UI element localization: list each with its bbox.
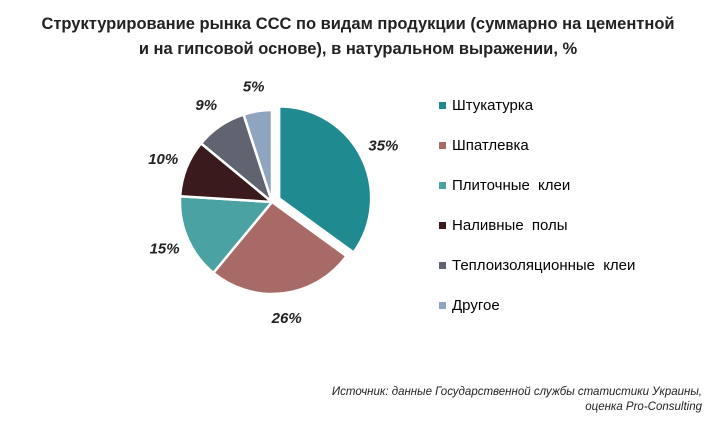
legend-swatch-shtukaturka bbox=[439, 101, 446, 109]
legend-item-shtukaturka: Штукатурка bbox=[439, 96, 635, 136]
pie-slice-shtukaturka bbox=[277, 105, 373, 254]
legend-item-other: Другое bbox=[439, 296, 635, 336]
data-label-self-leveling-floors: 10% bbox=[148, 151, 178, 168]
source-note: Источник: данные Государственной службы … bbox=[332, 385, 702, 415]
legend-label-shtukaturka: Штукатурка bbox=[452, 97, 534, 114]
legend-swatch-self-leveling-floors bbox=[439, 221, 446, 229]
legend-item-shpatlevka: Шпатлевка bbox=[439, 136, 635, 176]
legend-label-insulation-adhesive: Теплоизоляционные клеи bbox=[452, 257, 636, 274]
legend-label-tile-adhesive: Плиточные клеи bbox=[452, 177, 571, 194]
data-label-insulation-adhesive: 9% bbox=[195, 97, 217, 114]
legend-item-self-leveling-floors: Наливные полы bbox=[439, 216, 635, 256]
pie-slice-other bbox=[242, 108, 274, 204]
legend-swatch-insulation-adhesive bbox=[439, 261, 446, 269]
legend-label-other: Другое bbox=[452, 297, 500, 314]
legend-item-insulation-adhesive: Теплоизоляционные клеи bbox=[439, 256, 635, 296]
legend-swatch-shpatlevka bbox=[439, 141, 446, 149]
chart-title-line-2: и на гипсовой основе), в натуральном выр… bbox=[138, 40, 578, 58]
legend: Штукатурка Шпатлевка Плиточные клеи Нали… bbox=[439, 96, 635, 336]
data-label-other: 5% bbox=[243, 78, 265, 95]
source-line-2: оценка Pro-Consulting bbox=[585, 401, 702, 413]
legend-item-tile-adhesive: Плиточные клеи bbox=[439, 176, 635, 216]
chart-title-line-1: Структурирование рынка ССС по видам прод… bbox=[41, 15, 675, 33]
data-label-shpatlevka: 26% bbox=[271, 310, 302, 327]
source-line-1: Источник: данные Государственной службы … bbox=[331, 386, 702, 398]
pie-slice-tile-adhesive bbox=[178, 194, 274, 275]
legend-label-self-leveling-floors: Наливные полы bbox=[452, 217, 568, 234]
pie-slice-shpatlevka bbox=[212, 200, 348, 296]
data-label-tile-adhesive: 15% bbox=[150, 240, 180, 257]
data-label-shtukaturka: 35% bbox=[368, 137, 398, 154]
legend-swatch-tile-adhesive bbox=[439, 181, 446, 189]
legend-label-shpatlevka: Шпатлевка bbox=[452, 137, 529, 154]
chart-title: Структурирование рынка ССС по видам прод… bbox=[8, 12, 708, 62]
legend-swatch-other bbox=[439, 301, 446, 309]
